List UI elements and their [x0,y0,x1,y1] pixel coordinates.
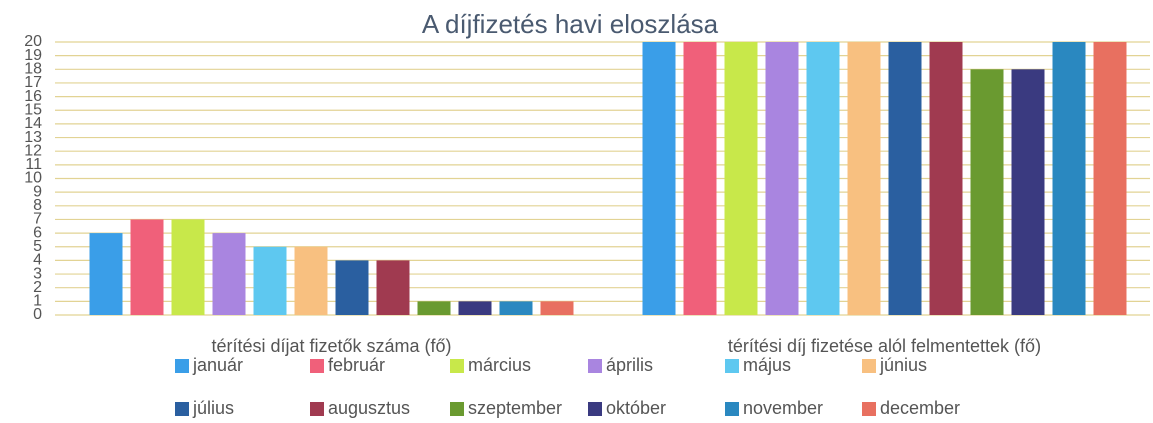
bar [847,42,881,315]
bar [1093,42,1127,315]
bar [130,219,164,315]
legend-label: május [743,355,791,375]
legend-label: március [468,355,531,375]
bar [806,42,840,315]
y-tick-label: 6 [33,224,42,241]
y-tick-label: 7 [33,211,42,228]
y-tick-label: 8 [33,197,42,214]
y-tick-label: 4 [33,252,42,269]
legend-swatch [862,359,876,373]
bar [417,301,451,315]
bar [929,42,963,315]
y-tick-label: 10 [24,170,42,187]
y-tick-label: 18 [24,61,42,78]
bar [540,301,574,315]
y-tick-label: 2 [33,279,42,296]
bar [458,301,492,315]
y-tick-label: 13 [24,129,42,146]
y-tick-label: 5 [33,238,42,255]
y-tick-label: 12 [24,142,42,159]
legend-swatch [588,359,602,373]
bar [1011,69,1045,315]
legend-label: június [879,355,927,375]
bar [335,260,369,315]
bar [1052,42,1086,315]
legend-label: augusztus [328,398,410,418]
y-tick-label: 17 [24,74,42,91]
legend-swatch [725,359,739,373]
legend-swatch [175,402,189,416]
y-tick-label: 15 [24,101,42,118]
legend-swatch [450,359,464,373]
legend-swatch [175,359,189,373]
y-tick-label: 9 [33,183,42,200]
y-tick-label: 1 [33,293,42,310]
legend-label: július [192,398,234,418]
legend-swatch [450,402,464,416]
bar [499,301,533,315]
legend-label: április [606,355,653,375]
legend-label: október [606,398,666,418]
bar [212,233,246,315]
legend-label: szeptember [468,398,562,418]
bar [253,246,287,315]
bar [724,42,758,315]
y-tick-label: 19 [24,47,42,64]
chart-title: A díjfizetés havi eloszlása [422,9,719,39]
y-tick-label: 16 [24,88,42,105]
y-tick-label: 11 [25,156,42,173]
legend-label: február [328,355,385,375]
y-tick-label: 0 [33,306,42,323]
legend-label: január [192,355,243,375]
legend-swatch [310,402,324,416]
bar [888,42,922,315]
x-tick-label: térítési díjat fizetők száma (fő) [211,336,451,356]
y-tick-label: 3 [33,265,42,282]
legend-label: november [743,398,823,418]
legend-swatch [588,402,602,416]
bar [376,260,410,315]
legend-swatch [725,402,739,416]
x-tick-label: térítési díj fizetése alól felmentettek … [728,336,1041,356]
y-tick-label: 20 [24,33,42,50]
bar [970,69,1004,315]
bar [765,42,799,315]
bar [89,233,123,315]
y-tick-label: 14 [24,115,42,132]
bar [294,246,328,315]
legend-swatch [862,402,876,416]
bar [683,42,717,315]
legend-swatch [310,359,324,373]
bar [171,219,205,315]
bar [642,42,676,315]
legend-label: december [880,398,960,418]
